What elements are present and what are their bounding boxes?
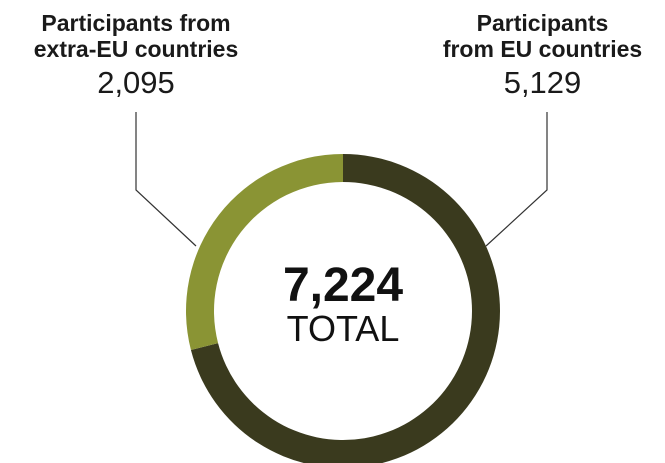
label-eu: Participants from EU countries 5,129 — [420, 10, 665, 101]
donut-slices — [186, 154, 500, 463]
total-label: TOTAL — [286, 308, 400, 349]
total-value: 7,224 — [282, 259, 404, 312]
leader-line-eu — [485, 112, 548, 247]
label-eu-line-1: Participants — [476, 10, 609, 36]
label-extra-eu-line-2: extra-EU countries — [33, 36, 239, 63]
label-extra-eu: Participants from extra-EU countries 2,0… — [0, 10, 272, 101]
leader-lines — [135, 112, 548, 247]
total-block: 7,224 TOTAL — [223, 262, 463, 348]
value-extra-eu: 2,095 — [97, 64, 175, 100]
label-eu-line-2: from EU countries — [442, 36, 643, 63]
value-eu: 5,129 — [503, 64, 582, 100]
slice-extra-eu — [186, 154, 343, 351]
leader-line-extra-eu — [135, 112, 197, 247]
label-extra-eu-line-1: Participants from — [41, 10, 231, 36]
